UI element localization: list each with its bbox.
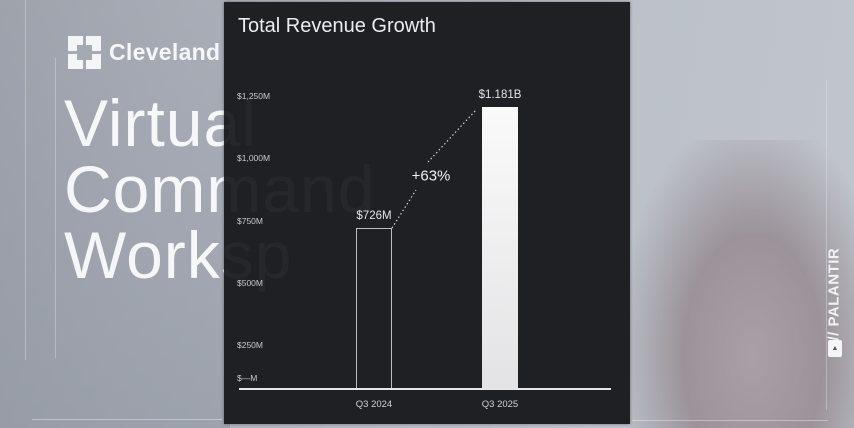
y-tick-label: $—M	[237, 373, 258, 383]
cleveland-clinic-logo-icon	[68, 36, 101, 69]
palantir-brand-text: // PALANTIR	[825, 247, 843, 341]
frame-line	[32, 419, 222, 420]
growth-connector-line	[391, 109, 477, 229]
chart-panel: Virtual Command Worksp Total Revenue Gro…	[224, 2, 630, 424]
logo-text: Cleveland	[109, 39, 221, 65]
play-button[interactable]: ▲	[828, 340, 842, 357]
y-tick-label: $1,250M	[237, 91, 271, 101]
background-scene-left	[0, 0, 230, 428]
x-axis-baseline	[239, 388, 611, 390]
frame-line	[25, 0, 26, 360]
x-tick-label: Q3 2025	[481, 399, 519, 410]
hero-line: Virtual	[64, 86, 257, 160]
growth-percent-label: +63%	[409, 167, 453, 185]
play-icon: ▲	[831, 345, 839, 352]
y-tick-label: $1,000M	[237, 153, 271, 163]
background-scene-right	[630, 140, 854, 428]
y-tick-label: $500M	[237, 278, 263, 288]
bar-q3-2024	[356, 228, 392, 389]
cleveland-logo: Cleveland	[68, 36, 220, 69]
x-tick-label: Q3 2024	[355, 399, 393, 410]
chart-title: Total Revenue Growth	[238, 15, 436, 37]
frame-line	[826, 80, 827, 410]
y-tick-label: $250M	[237, 340, 263, 350]
frame-line	[55, 58, 56, 358]
data-label: $1.181B	[478, 89, 522, 101]
frame-line	[632, 420, 828, 421]
y-tick-label: $750M	[237, 216, 263, 226]
bar-q3-2025	[482, 107, 518, 389]
data-label: $726M	[356, 210, 392, 222]
